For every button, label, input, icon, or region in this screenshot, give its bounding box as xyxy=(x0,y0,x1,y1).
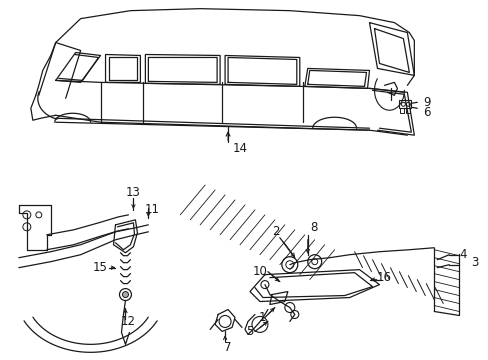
Bar xyxy=(399,100,410,108)
Text: 3: 3 xyxy=(470,256,478,269)
Text: 10: 10 xyxy=(252,265,267,278)
Text: 12: 12 xyxy=(121,315,136,328)
Text: 1: 1 xyxy=(258,311,265,324)
Text: 2: 2 xyxy=(271,225,279,238)
Text: 14: 14 xyxy=(232,141,247,155)
Text: 9: 9 xyxy=(423,96,430,109)
Text: 7: 7 xyxy=(224,341,231,354)
Bar xyxy=(406,108,409,113)
Text: 5: 5 xyxy=(246,325,253,338)
Circle shape xyxy=(122,292,128,298)
Text: 13: 13 xyxy=(126,186,141,199)
Text: 6: 6 xyxy=(423,106,430,119)
Text: 16: 16 xyxy=(376,271,391,284)
Text: 4: 4 xyxy=(458,248,466,261)
Text: 8: 8 xyxy=(309,221,317,234)
Bar xyxy=(400,108,404,113)
Text: 11: 11 xyxy=(144,203,160,216)
Text: 15: 15 xyxy=(93,261,108,274)
